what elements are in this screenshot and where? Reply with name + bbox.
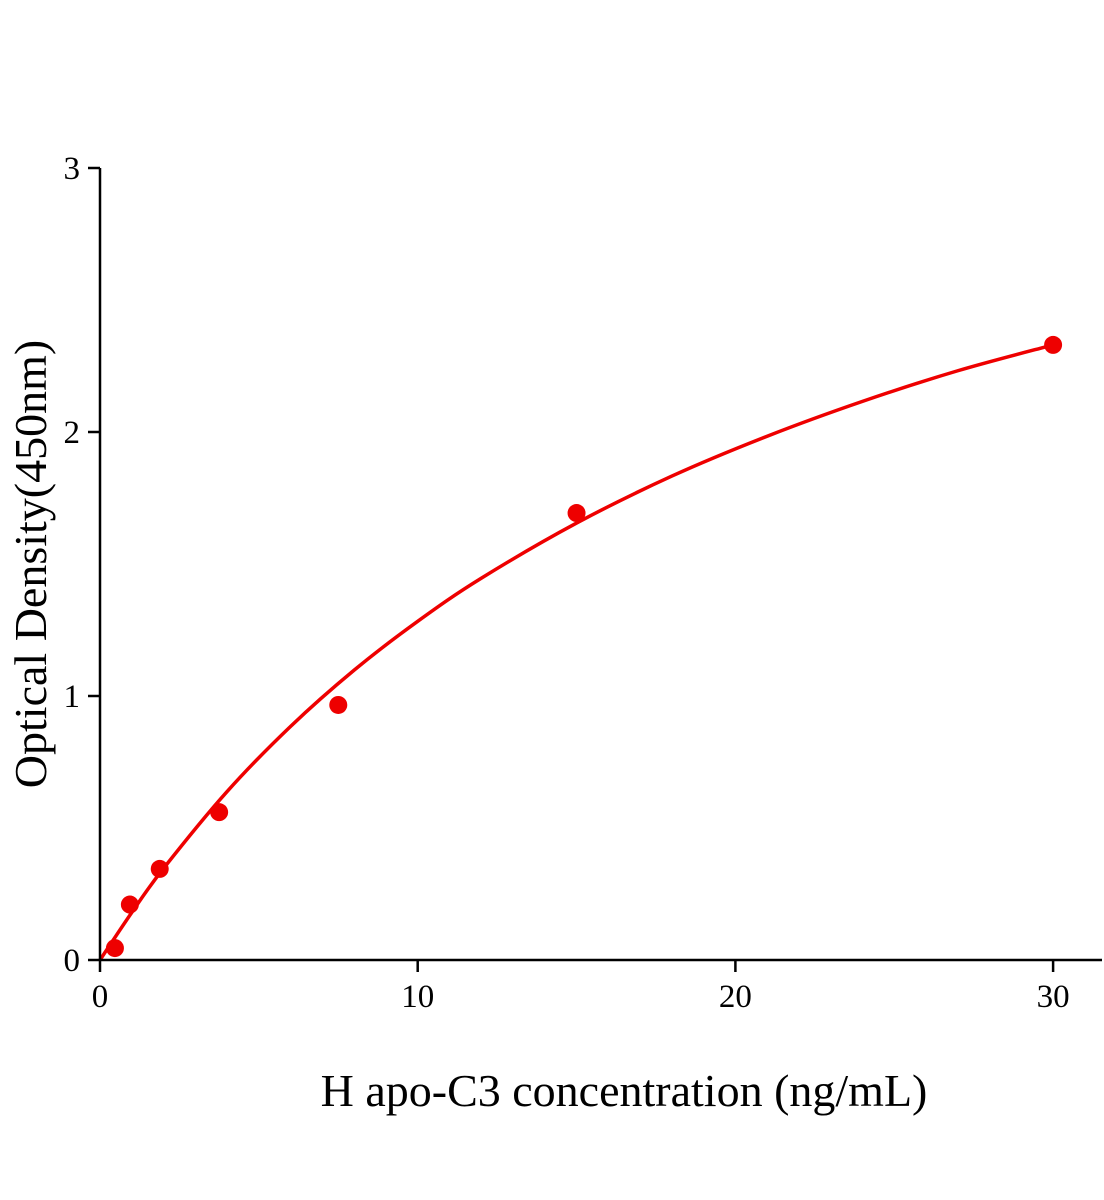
x-tick-label: 20 bbox=[719, 979, 752, 1015]
data-point bbox=[329, 695, 348, 714]
x-tick-label: 0 bbox=[92, 979, 109, 1015]
y-tick-label: 2 bbox=[64, 415, 81, 451]
data-point bbox=[105, 939, 124, 958]
data-point bbox=[1044, 335, 1063, 354]
data-point bbox=[567, 504, 586, 523]
fit-curve bbox=[98, 343, 1054, 961]
y-tick-label: 0 bbox=[64, 943, 81, 979]
x-tick-label: 10 bbox=[401, 979, 434, 1015]
y-axis-title: Optical Density(450nm) bbox=[5, 340, 56, 788]
x-axis-title: H apo-C3 concentration (ng/mL) bbox=[321, 1065, 928, 1116]
data-point bbox=[210, 803, 229, 822]
data-point bbox=[120, 895, 139, 914]
x-tick-label: 30 bbox=[1037, 979, 1070, 1015]
y-tick-label: 3 bbox=[64, 151, 81, 187]
y-tick-label: 1 bbox=[64, 679, 81, 715]
data-point bbox=[150, 859, 169, 878]
